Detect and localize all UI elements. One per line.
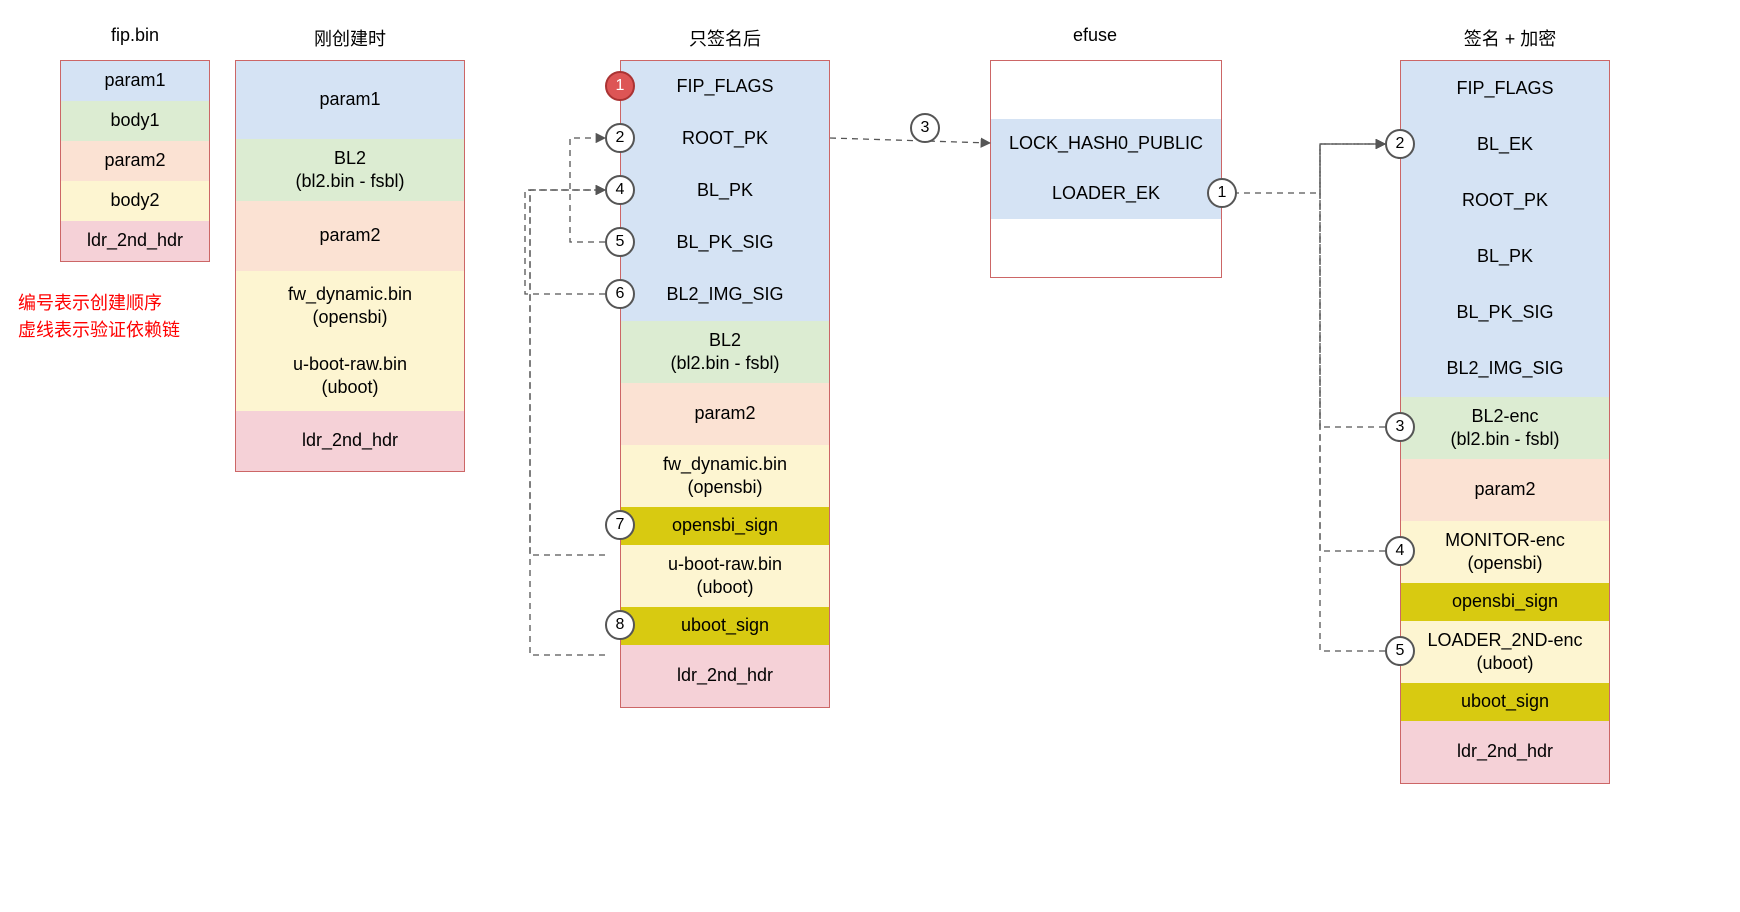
step-badge: 4 (605, 175, 635, 205)
cell: param1 (236, 61, 464, 139)
cell: BL_PK (1401, 229, 1609, 285)
step-badge: 2 (1385, 129, 1415, 159)
dependency-arrow (1222, 144, 1385, 193)
cell: fw_dynamic.bin (opensbi) (621, 445, 829, 507)
cell: BL2_IMG_SIG (621, 269, 829, 321)
cell: LOADER_EK (991, 169, 1221, 219)
col-sign: FIP_FLAGSROOT_PKBL_PKBL_PK_SIGBL2_IMG_SI… (620, 60, 830, 708)
cell: LOCK_HASH0_PUBLIC (991, 119, 1221, 169)
cell: BL_PK_SIG (621, 217, 829, 269)
dependency-arrow (530, 190, 605, 555)
col-create: param1BL2 (bl2.bin - fsbl)param2fw_dynam… (235, 60, 465, 472)
cell: u-boot-raw.bin (uboot) (621, 545, 829, 607)
column-title: 只签名后 (625, 25, 825, 51)
dependency-arrow (570, 138, 605, 242)
dependency-arrow (1320, 144, 1385, 551)
cell: ldr_2nd_hdr (1401, 721, 1609, 783)
cell: body2 (61, 181, 209, 221)
dependency-arrow (830, 138, 990, 143)
cell (991, 219, 1221, 277)
cell: fw_dynamic.bin (opensbi) (236, 271, 464, 341)
cell: BL2 (bl2.bin - fsbl) (236, 139, 464, 201)
cell: opensbi_sign (621, 507, 829, 545)
step-badge: 7 (605, 510, 635, 540)
step-badge: 8 (605, 610, 635, 640)
cell: param2 (236, 201, 464, 271)
column-title: efuse (985, 25, 1205, 46)
cell: ldr_2nd_hdr (621, 645, 829, 707)
cell: opensbi_sign (1401, 583, 1609, 621)
col-fip: param1body1param2body2ldr_2nd_hdr (60, 60, 210, 262)
step-badge: 5 (605, 227, 635, 257)
cell: ldr_2nd_hdr (236, 411, 464, 471)
step-badge: 4 (1385, 536, 1415, 566)
cell: BL_PK_SIG (1401, 285, 1609, 341)
step-badge: 1 (605, 71, 635, 101)
step-badge: 1 (1207, 178, 1237, 208)
cell: BL2 (bl2.bin - fsbl) (621, 321, 829, 383)
cell: BL_PK (621, 165, 829, 217)
cell: MONITOR-enc (opensbi) (1401, 521, 1609, 583)
step-badge: 2 (605, 123, 635, 153)
column-title: 刚创建时 (265, 25, 435, 51)
dependency-arrow (1320, 144, 1385, 427)
cell: body1 (61, 101, 209, 141)
cell: param2 (1401, 459, 1609, 521)
column-title: 签名 + 加密 (1400, 25, 1620, 51)
dependency-arrow (525, 190, 605, 294)
step-badge: 6 (605, 279, 635, 309)
cell: LOADER_2ND-enc (uboot) (1401, 621, 1609, 683)
step-badge: 3 (910, 113, 940, 143)
dependency-arrow (1320, 144, 1385, 651)
cell: BL_EK (1401, 117, 1609, 173)
cell: ROOT_PK (1401, 173, 1609, 229)
cell: ROOT_PK (621, 113, 829, 165)
cell: FIP_FLAGS (1401, 61, 1609, 117)
step-badge: 5 (1385, 636, 1415, 666)
legend-note: 编号表示创建顺序虚线表示验证依赖链 (18, 290, 180, 344)
cell: param2 (621, 383, 829, 445)
cell (991, 61, 1221, 119)
column-title: fip.bin (60, 25, 210, 46)
cell: ldr_2nd_hdr (61, 221, 209, 261)
cell: param1 (61, 61, 209, 101)
cell: FIP_FLAGS (621, 61, 829, 113)
cell: BL2-enc (bl2.bin - fsbl) (1401, 397, 1609, 459)
cell: u-boot-raw.bin (uboot) (236, 341, 464, 411)
col-enc: FIP_FLAGSBL_EKROOT_PKBL_PKBL_PK_SIGBL2_I… (1400, 60, 1610, 784)
dependency-arrow (530, 190, 605, 655)
step-badge: 3 (1385, 412, 1415, 442)
cell: param2 (61, 141, 209, 181)
col-efuse: LOCK_HASH0_PUBLICLOADER_EK (990, 60, 1222, 278)
cell: uboot_sign (621, 607, 829, 645)
cell: uboot_sign (1401, 683, 1609, 721)
cell: BL2_IMG_SIG (1401, 341, 1609, 397)
